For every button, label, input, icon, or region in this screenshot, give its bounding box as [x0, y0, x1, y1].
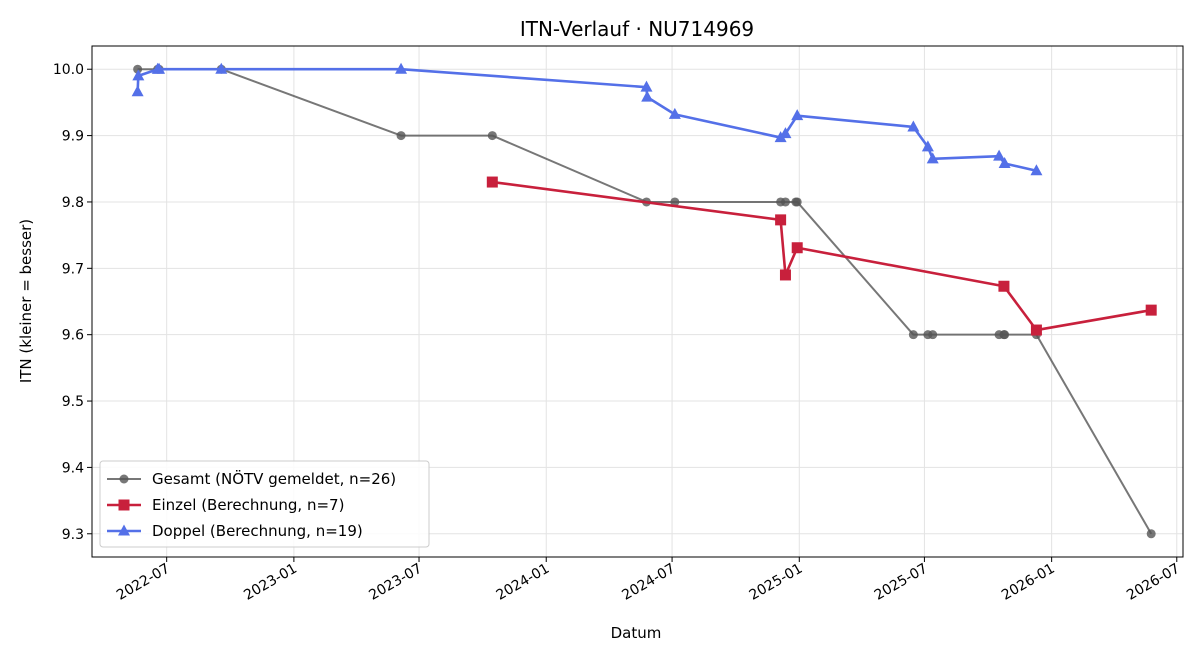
- doppel-point: [131, 85, 144, 97]
- einzel-point: [779, 269, 791, 281]
- gesamt-point: [396, 131, 406, 141]
- gesamt-point: [487, 131, 497, 141]
- gesamt-point: [908, 330, 918, 340]
- legend: Gesamt (NÖTV gemeldet, n=26) Einzel (Bere…: [99, 460, 430, 548]
- y-tick-label: 9.8: [62, 195, 84, 211]
- gesamt-point: [670, 197, 680, 207]
- einzel-point: [486, 176, 498, 188]
- series-doppel: [131, 62, 1043, 176]
- legend-gesamt-marker: [119, 474, 129, 484]
- einzel-point: [1030, 324, 1042, 336]
- doppel-point: [132, 69, 145, 81]
- doppel-point: [215, 62, 228, 74]
- gesamt-point: [1000, 330, 1010, 340]
- plot-frame: [91, 45, 1184, 558]
- doppel-point: [926, 152, 939, 164]
- legend-doppel-label: Doppel (Berechnung, n=19): [152, 522, 363, 540]
- doppel-point: [998, 156, 1011, 168]
- einzel-point: [775, 214, 787, 226]
- doppel-point: [993, 149, 1006, 161]
- gesamt-point: [1146, 529, 1156, 539]
- gesamt-point: [928, 330, 938, 340]
- y-tick-label: 9.9: [62, 129, 84, 145]
- doppel-point: [153, 62, 166, 74]
- doppel-point: [668, 107, 681, 119]
- y-tick-label: 9.3: [62, 527, 84, 543]
- y-tick-label: 9.6: [62, 328, 84, 344]
- doppel-point: [395, 62, 408, 74]
- doppel-point: [791, 109, 804, 121]
- legend-gesamt-label: Gesamt (NÖTV gemeldet, n=26): [152, 469, 396, 488]
- y-axis-title: ITN (kleiner = besser): [17, 219, 35, 383]
- y-tick-label: 9.5: [62, 394, 84, 410]
- gesamt-point: [780, 197, 790, 207]
- einzel-point: [1145, 304, 1157, 316]
- doppel-point: [1030, 164, 1043, 176]
- gesamt-point: [792, 197, 802, 207]
- doppel-point: [907, 120, 920, 132]
- einzel-point: [998, 280, 1010, 292]
- y-tick-label: 9.4: [62, 460, 84, 476]
- doppel-point: [921, 140, 934, 152]
- legend-doppel-marker: [118, 524, 130, 536]
- einzel-point: [791, 242, 803, 254]
- gesamt-point: [133, 64, 143, 74]
- series-einzel: [486, 176, 1157, 336]
- doppel-point: [779, 127, 792, 139]
- x-axis-title: Datum: [611, 624, 662, 642]
- y-tick-label: 9.7: [62, 261, 84, 277]
- legend-einzel-marker: [118, 499, 130, 511]
- legend-einzel-label: Einzel (Berechnung, n=7): [152, 496, 344, 514]
- series-layer: [131, 62, 1157, 539]
- doppel-point: [640, 80, 653, 92]
- chart-title: ITN-Verlauf · NU714969: [520, 17, 754, 41]
- doppel-point: [641, 90, 654, 102]
- y-tick-label: 10.0: [53, 62, 84, 78]
- legend-box: [99, 460, 430, 548]
